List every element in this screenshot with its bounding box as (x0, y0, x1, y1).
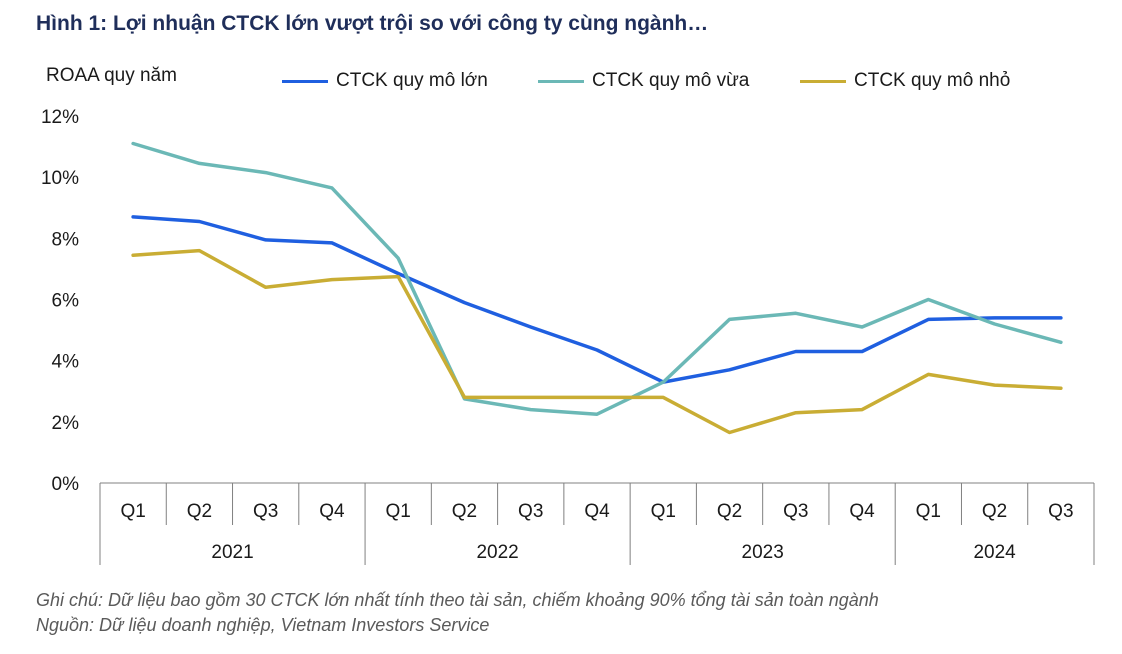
chart-title: Hình 1: Lợi nhuận CTCK lớn vượt trội so … (36, 12, 709, 35)
x-tick-label: Q3 (518, 501, 543, 522)
y-tick-label: 0% (52, 474, 80, 495)
legend-swatch-small (800, 79, 846, 83)
chart-note: Ghi chú: Dữ liệu bao gồm 30 CTCK lớn nhấ… (36, 590, 879, 610)
legend-swatch-large (282, 79, 328, 83)
legend-label-medium: CTCK quy mô vừa (592, 70, 750, 91)
legend-label-small: CTCK quy mô nhỏ (854, 70, 1011, 91)
x-tick-label: Q4 (319, 501, 345, 522)
y-tick-label: 10% (41, 168, 79, 189)
year-label: 2021 (211, 542, 253, 563)
legend-item-medium: CTCK quy mô vừa (538, 70, 749, 92)
x-tick-label: Q2 (717, 501, 742, 522)
year-label: 2023 (742, 542, 784, 563)
legend-item-large: CTCK quy mô lớn (282, 70, 488, 92)
chart-source: Nguồn: Dữ liệu doanh nghiệp, Vietnam Inv… (36, 615, 490, 635)
x-tick-label: Q1 (651, 501, 676, 522)
y-tick-label: 12% (41, 107, 79, 128)
year-label: 2022 (476, 542, 518, 563)
y-tick-label: 4% (52, 352, 80, 373)
x-tick-label: Q1 (386, 501, 411, 522)
y-tick-label: 2% (52, 413, 80, 434)
legend-label-large: CTCK quy mô lớn (336, 70, 488, 91)
x-tick-label: Q2 (187, 501, 212, 522)
x-tick-label: Q3 (1048, 501, 1073, 522)
year-label: 2024 (973, 542, 1016, 563)
y-tick-label: 8% (52, 229, 80, 250)
x-tick-label: Q4 (584, 501, 610, 522)
series-line-1 (131, 141, 1063, 416)
legend-swatch-medium (538, 79, 584, 83)
series-line-0 (131, 215, 1063, 384)
y-tick-label: 6% (52, 291, 80, 312)
x-tick-label: Q4 (849, 501, 875, 522)
x-tick-label: Q3 (253, 501, 278, 522)
legend-item-small: CTCK quy mô nhỏ (800, 70, 1010, 92)
x-tick-label: Q1 (120, 501, 145, 522)
x-tick-label: Q2 (452, 501, 477, 522)
x-tick-label: Q2 (982, 501, 1007, 522)
y-axis-label: ROAA quy năm (46, 65, 177, 86)
series-line-2 (131, 248, 1063, 435)
x-tick-label: Q1 (916, 501, 941, 522)
x-tick-label: Q3 (783, 501, 808, 522)
